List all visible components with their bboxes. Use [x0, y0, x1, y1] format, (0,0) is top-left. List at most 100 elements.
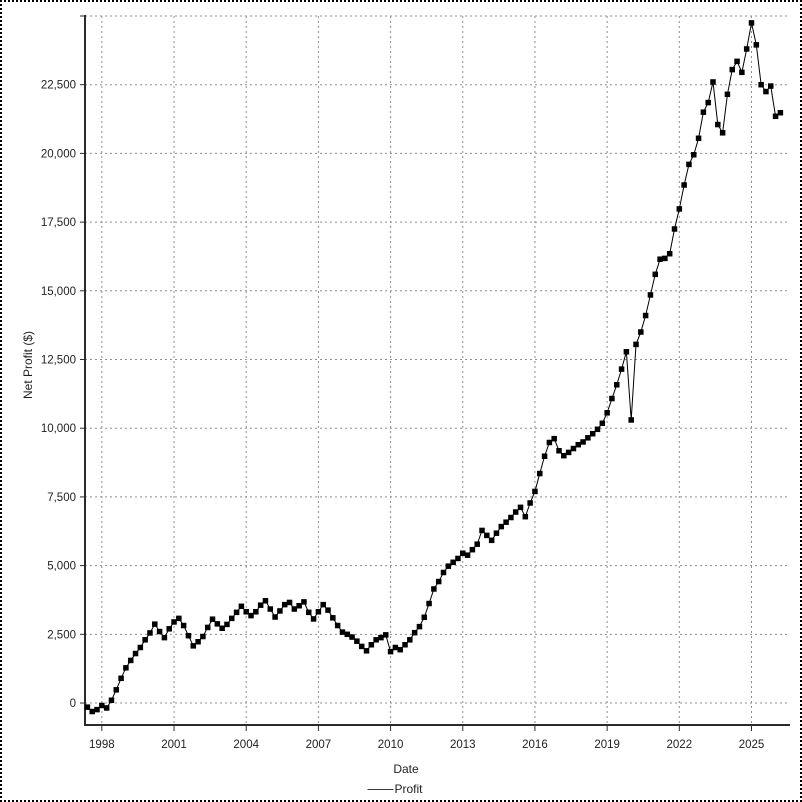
profit-data-point — [431, 586, 437, 592]
profit-data-point — [575, 441, 582, 448]
profit-data-point — [118, 675, 124, 682]
profit-data-point — [229, 615, 235, 622]
profit-data-point — [286, 599, 293, 606]
profit-data-point — [190, 643, 197, 649]
profit-data-point — [445, 563, 452, 569]
profit-series-line — [87, 22, 781, 713]
profit-data-point — [84, 704, 91, 710]
x-tick-label: 2001 — [161, 739, 187, 751]
profit-data-point — [156, 628, 163, 635]
profit-data-point — [450, 559, 456, 566]
profit-data-point — [503, 519, 509, 525]
profit-data-point — [488, 537, 495, 544]
profit-data-point — [344, 631, 351, 638]
profit-data-point — [479, 527, 485, 534]
profit-data-point — [257, 602, 264, 608]
profit-data-point — [310, 616, 317, 622]
x-tick-label: 2022 — [667, 739, 693, 751]
profit-data-point — [532, 488, 538, 495]
profit-data-point — [89, 708, 95, 715]
profit-data-point — [585, 435, 591, 441]
profit-data-point — [623, 349, 630, 355]
profit-data-point — [537, 470, 543, 477]
profit-data-point — [691, 152, 697, 158]
profit-data-point — [200, 633, 206, 640]
profit-data-point — [695, 135, 702, 142]
profit-data-point — [185, 632, 192, 639]
profit-data-point — [392, 644, 399, 651]
profit-data-point — [508, 514, 514, 521]
profit-data-point — [373, 637, 379, 643]
profit-data-point — [354, 638, 360, 644]
profit-data-point — [94, 706, 100, 713]
profit-data-point — [99, 702, 105, 709]
profit-data-point — [306, 609, 312, 616]
legend-line-swatch — [367, 788, 394, 790]
profit-data-point — [758, 81, 764, 88]
y-tick-label: 12,500 — [41, 355, 76, 367]
profit-data-point — [368, 642, 375, 648]
profit-data-point — [628, 417, 634, 423]
profit-data-point — [262, 598, 269, 604]
profit-data-point — [113, 687, 120, 693]
profit-data-point — [772, 113, 779, 120]
profit-data-point — [291, 606, 298, 612]
profit-data-point — [248, 612, 254, 619]
profit-data-point — [541, 453, 548, 459]
profit-data-point — [662, 255, 668, 262]
profit-data-point — [614, 382, 620, 388]
profit-data-point — [633, 341, 639, 348]
profit-data-point — [330, 615, 336, 621]
profit-data-point — [267, 606, 274, 612]
profit-data-point — [411, 629, 418, 636]
profit-data-point — [334, 622, 341, 629]
profit-data-point — [416, 623, 423, 630]
profit-data-point — [556, 447, 562, 454]
profit-data-point — [609, 395, 615, 402]
profit-data-point — [710, 79, 716, 85]
profit-data-point — [301, 599, 307, 605]
profit-data-point — [561, 452, 567, 459]
profit-data-point — [671, 226, 678, 232]
profit-data-point — [440, 569, 447, 576]
profit-data-point — [493, 530, 500, 536]
profit-data-point — [676, 206, 683, 212]
profit-data-point — [460, 550, 466, 556]
y-tick-label: 10,000 — [41, 423, 76, 435]
profit-data-point — [195, 638, 201, 645]
profit-data-point — [599, 420, 606, 427]
y-tick-label: 15,000 — [41, 286, 76, 298]
profit-data-point — [455, 555, 461, 562]
profit-data-point — [253, 609, 259, 615]
profit-data-point — [522, 513, 529, 520]
profit-data-point — [421, 614, 428, 621]
profit-data-point — [753, 42, 760, 48]
profit-data-point — [238, 603, 245, 610]
profit-data-point — [527, 500, 533, 506]
profit-data-point — [594, 426, 601, 433]
profit-data-point — [638, 329, 644, 335]
profit-data-point — [137, 644, 144, 651]
profit-data-point — [512, 509, 519, 515]
profit-data-point — [402, 642, 408, 648]
profit-data-point — [589, 430, 596, 437]
profit-data-point — [517, 504, 524, 511]
x-tick-label: 2025 — [739, 739, 765, 751]
profit-data-point — [705, 99, 711, 106]
profit-data-point — [657, 256, 663, 262]
profit-data-point — [339, 629, 346, 635]
profit-data-point — [681, 182, 687, 188]
profit-data-point — [604, 410, 610, 416]
profit-data-point — [296, 602, 302, 609]
y-tick-label: 2,500 — [47, 629, 76, 641]
profit-data-point — [580, 439, 586, 445]
y-axis-title: Net Profit ($) — [21, 330, 35, 400]
profit-data-point — [715, 121, 721, 128]
profit-data-point — [180, 622, 187, 629]
profit-data-point — [219, 625, 225, 632]
profit-data-point — [724, 91, 731, 98]
profit-data-point — [474, 541, 480, 547]
profit-data-point — [204, 624, 211, 631]
profit-data-point — [147, 630, 153, 636]
profit-data-point — [171, 619, 177, 625]
